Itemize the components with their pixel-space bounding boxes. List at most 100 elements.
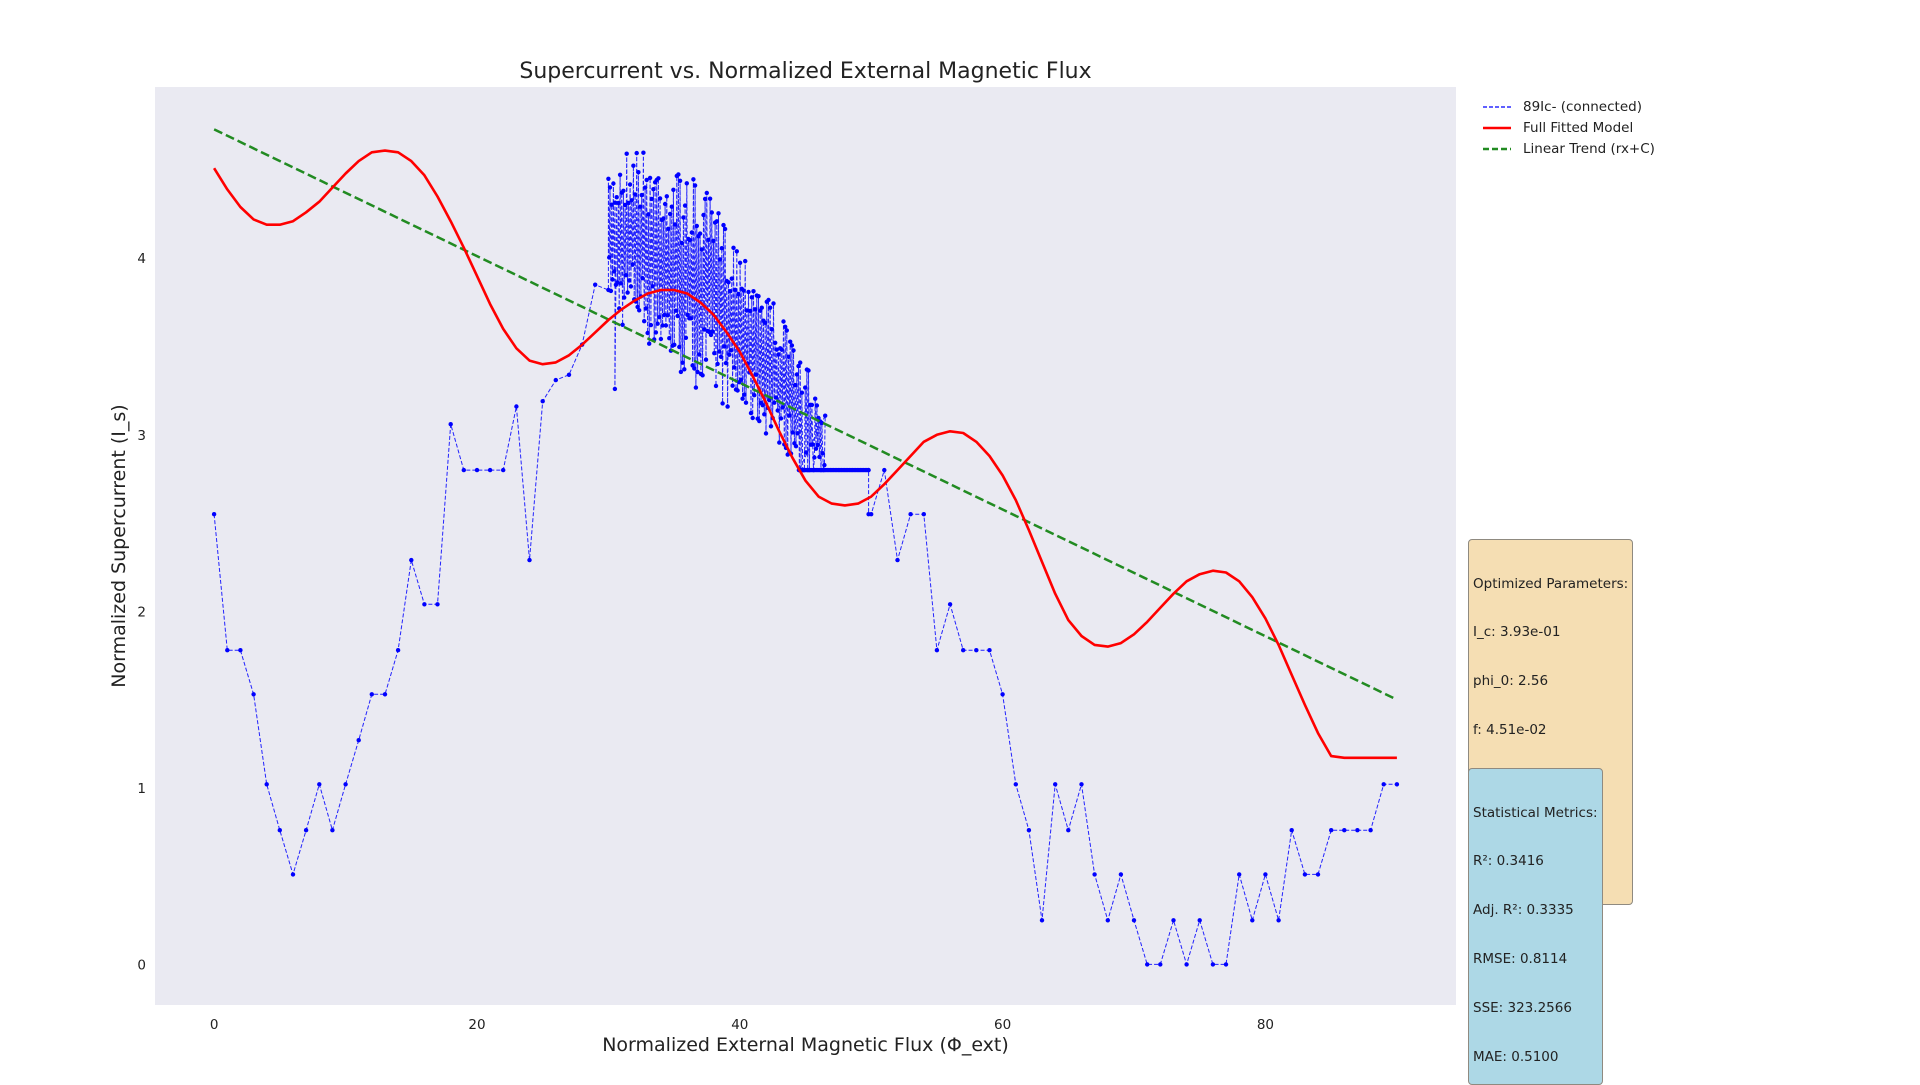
data-point — [746, 289, 751, 295]
data-point — [721, 222, 726, 228]
data-point — [612, 269, 617, 274]
data-point — [740, 396, 745, 401]
data-point — [678, 369, 684, 375]
params-line: I_c: 3.93e-01 — [1473, 624, 1561, 641]
data-point — [1158, 962, 1163, 967]
params-line: phi_0: 2.56 — [1473, 673, 1549, 690]
data-point — [987, 648, 992, 653]
data-point — [760, 403, 765, 408]
data-point — [1039, 918, 1045, 923]
data-point — [869, 512, 874, 517]
data-point — [798, 360, 803, 365]
data-point — [683, 335, 689, 340]
params-line: Optimized Parameters: — [1473, 575, 1629, 592]
y-axis-label: Normalized Supercurrent (I_s) — [108, 404, 130, 687]
data-point — [609, 202, 614, 207]
series-line-trend — [213, 128, 1398, 701]
data-point — [617, 172, 623, 177]
data-point — [722, 226, 728, 232]
data-point — [772, 400, 777, 405]
data-point — [622, 295, 627, 300]
data-point — [409, 557, 414, 563]
data-point — [461, 467, 466, 473]
data-point — [716, 211, 721, 216]
data-point — [921, 512, 926, 517]
data-point — [773, 340, 778, 345]
data-point — [238, 648, 243, 653]
data-point — [715, 361, 720, 367]
data-point — [653, 330, 659, 335]
data-point — [663, 323, 669, 328]
data-point — [788, 339, 793, 344]
data-point — [608, 288, 614, 294]
plot-area — [155, 87, 1456, 1005]
metrics-line: MAE: 0.5100 — [1473, 1049, 1559, 1066]
series-trend — [213, 128, 1398, 701]
data-point — [448, 422, 453, 427]
data-point — [738, 377, 744, 382]
data-point — [627, 278, 632, 283]
data-point — [729, 276, 734, 281]
data-point — [961, 648, 966, 653]
data-point — [688, 316, 694, 321]
data-point — [679, 240, 684, 246]
data-point — [748, 308, 753, 314]
data-point — [718, 354, 724, 359]
data-point — [741, 288, 746, 293]
legend-swatch-data — [1483, 105, 1511, 108]
data-point — [251, 692, 256, 697]
y-tick-label: 1 — [137, 781, 146, 797]
data-point — [697, 352, 702, 357]
data-point — [768, 424, 774, 429]
data-point — [708, 332, 714, 338]
data-point — [711, 238, 716, 243]
data-point — [1329, 828, 1334, 833]
data-point — [947, 602, 953, 607]
metrics-line: SSE: 323.2566 — [1473, 1000, 1572, 1017]
data-point — [1342, 828, 1347, 833]
data-point — [422, 602, 427, 607]
data-point — [757, 418, 762, 424]
data-point — [1355, 828, 1360, 833]
data-point — [684, 181, 689, 186]
data-point — [624, 151, 629, 156]
data-point — [769, 327, 774, 332]
data-point — [803, 385, 808, 390]
data-point — [658, 336, 664, 342]
metrics-box: Statistical Metrics: R²: 0.3416 Adj. R²:… — [1468, 768, 1603, 1085]
data-point — [726, 280, 731, 285]
data-point — [734, 249, 739, 254]
data-point — [621, 188, 626, 193]
data-point — [277, 828, 282, 833]
data-point — [620, 322, 625, 327]
data-point — [820, 451, 825, 456]
data-point — [673, 308, 679, 313]
data-point — [750, 415, 755, 421]
data-point — [634, 150, 639, 156]
axis-ticks: 0 20 40 60 80 0 1 2 3 4 — [137, 251, 1274, 1033]
data-point — [796, 363, 801, 369]
data-point — [680, 360, 685, 365]
data-point — [1381, 782, 1386, 787]
data-point — [908, 512, 913, 517]
data-point — [691, 177, 696, 182]
data-point — [812, 455, 817, 460]
data-point — [667, 211, 673, 217]
data-point — [768, 305, 773, 310]
data-point — [642, 319, 647, 324]
x-tick-label: 60 — [994, 1017, 1011, 1033]
data-point — [662, 312, 667, 318]
data-point — [771, 301, 776, 306]
data-point — [1368, 828, 1373, 833]
data-point — [615, 280, 620, 285]
data-point — [474, 467, 480, 473]
data-point — [651, 187, 656, 192]
data-point — [735, 388, 740, 393]
data-point — [763, 431, 769, 436]
data-point — [756, 294, 761, 299]
data-point — [793, 382, 798, 388]
data-point — [631, 163, 636, 168]
data-point — [692, 366, 697, 371]
data-point — [717, 257, 723, 262]
data-point — [395, 648, 401, 653]
